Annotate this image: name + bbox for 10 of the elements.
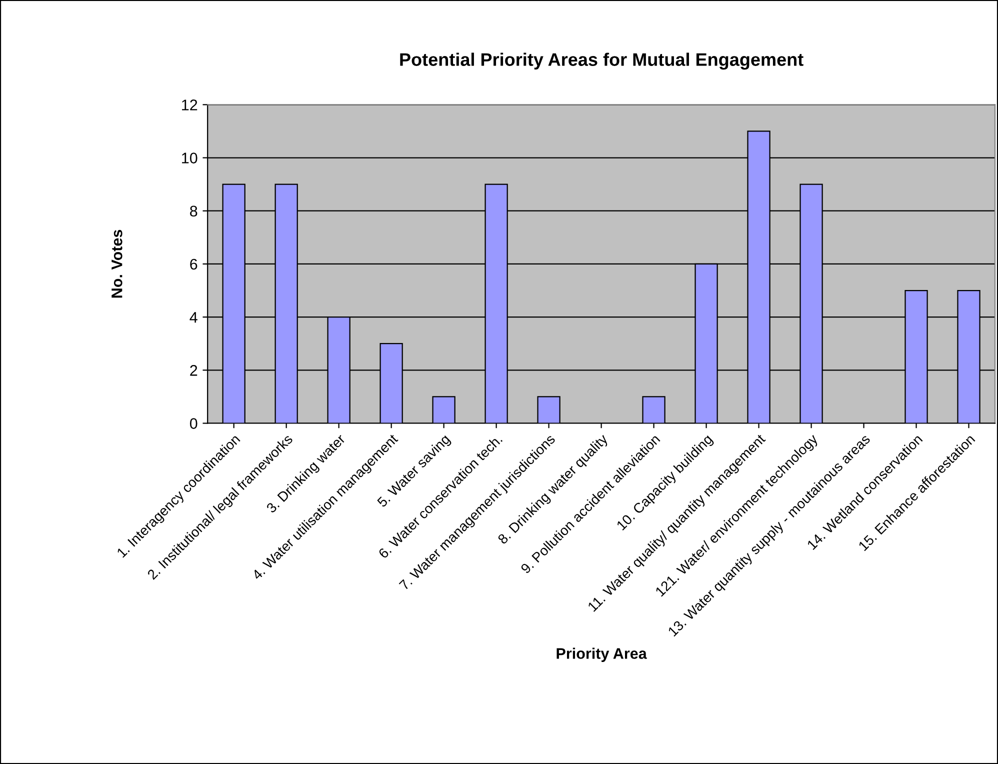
y-tick-label: 6 <box>190 258 198 270</box>
x-axis-title: Priority Area <box>556 648 647 662</box>
y-tick-label: 0 <box>190 418 198 429</box>
chart-title: Potential Priority Areas for Mutual Engagement <box>400 52 804 70</box>
y-tick-label: 8 <box>190 206 198 217</box>
y-tick-label: 10 <box>182 152 198 164</box>
y-tick-label: 2 <box>190 365 198 376</box>
y-tick-label: 4 <box>190 312 198 323</box>
y-tick-label: 12 <box>182 100 198 110</box>
y-axis-title: No. Votes <box>112 230 122 298</box>
